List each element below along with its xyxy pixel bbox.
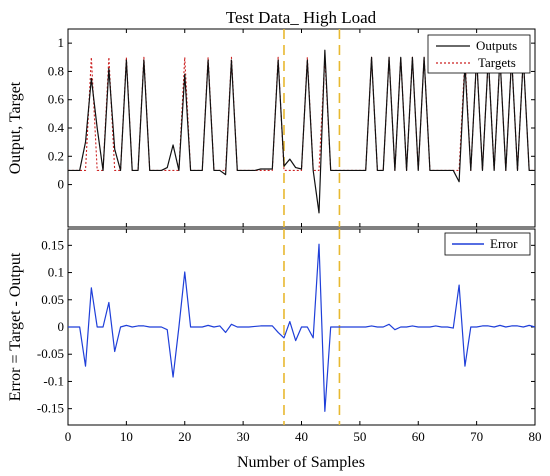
y-tick-label: 0.1 — [48, 265, 64, 280]
legend-error-label: Error — [490, 236, 518, 251]
top-panel: 0 0.2 0.4 0.6 0.8 1 Output, Target Outputs Ta… — [7, 28, 536, 228]
x-tick-label: 20 — [178, 429, 191, 444]
top-series-group — [68, 49, 535, 214]
y-tick-label: 0.8 — [48, 63, 64, 78]
legend-targets-label: Targets — [478, 55, 516, 70]
chart-title: Test Data_ High Load — [226, 8, 377, 27]
y-tick-label: 0.15 — [41, 237, 64, 252]
x-tick-label: 30 — [237, 429, 250, 444]
top-marker-lines — [283, 29, 341, 227]
x-tick-label: 50 — [353, 429, 366, 444]
top-y-axis-label: Output, Target — [7, 81, 24, 174]
legend-outputs-label: Outputs — [476, 38, 517, 53]
bottom-legend: Error — [444, 232, 531, 256]
top-legend: Outputs Targets — [427, 34, 531, 74]
y-tick-label: 0 — [58, 319, 65, 334]
bottom-x-ticks: 0 10 20 30 40 50 60 70 80 — [65, 229, 542, 444]
y-tick-label: -0.15 — [37, 401, 64, 416]
bottom-y-ticks: -0.15 -0.1 -0.05 0 0.05 0.1 0.15 — [37, 237, 535, 416]
y-tick-label: -0.05 — [37, 346, 64, 361]
y-tick-label: 1 — [58, 35, 65, 50]
y-tick-label: 0.2 — [48, 148, 64, 163]
series-outputs-line — [68, 49, 535, 214]
bottom-series-group — [68, 243, 536, 412]
x-tick-label: 80 — [529, 429, 542, 444]
y-tick-label: 0.05 — [41, 292, 64, 307]
top-legend-box — [427, 34, 531, 74]
top-y-ticks: 0 0.2 0.4 0.6 0.8 1 — [48, 29, 536, 227]
x-axis-label: Number of Samples — [237, 454, 365, 471]
y-tick-label: 0.6 — [48, 92, 65, 107]
x-tick-label: 60 — [412, 429, 425, 444]
x-tick-label: 0 — [65, 429, 72, 444]
y-tick-label: -0.1 — [43, 373, 64, 388]
x-tick-label: 70 — [470, 429, 483, 444]
y-tick-label: 0.4 — [48, 120, 65, 135]
bottom-legend-box — [444, 232, 531, 256]
bottom-y-axis-label: Error = Target - Output — [7, 252, 24, 401]
bottom-panel: -0.15 -0.1 -0.05 0 0.05 0.1 0.15 0 10 20 30 40 50 60… — [7, 228, 542, 471]
y-tick-label: 0 — [58, 177, 65, 192]
x-tick-label: 40 — [295, 429, 308, 444]
x-tick-label: 10 — [120, 429, 133, 444]
series-error-line — [68, 243, 536, 412]
